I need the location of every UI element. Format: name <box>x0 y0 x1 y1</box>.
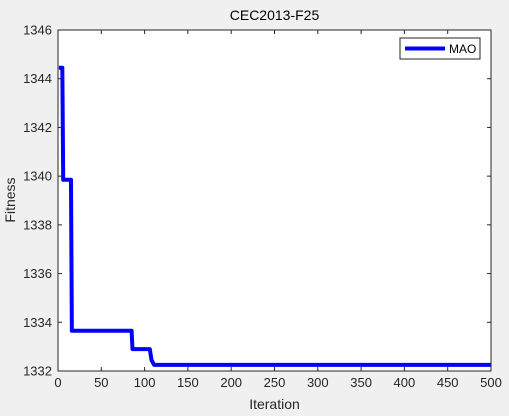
y-tick-label: 1334 <box>23 315 52 330</box>
x-axis-label: Iteration <box>249 396 300 412</box>
y-tick-label: 1336 <box>23 266 52 281</box>
legend-label-mao: MAO <box>449 42 476 56</box>
y-tick-label: 1340 <box>23 169 52 184</box>
x-tick-label: 350 <box>350 375 372 390</box>
y-tick-label: 1346 <box>23 23 52 38</box>
x-tick-label: 200 <box>220 375 242 390</box>
plot-area <box>58 65 491 367</box>
x-tick-label: 150 <box>177 375 199 390</box>
axes-box <box>57 29 492 372</box>
y-tick-label: 1342 <box>23 120 52 135</box>
y-tick-label: 1332 <box>23 364 52 379</box>
series-line-mao <box>58 65 491 367</box>
axis-ticks: 0 50 100 150 200 250 300 350 400 450 500 1332 1334 13… <box>23 23 502 391</box>
chart-title: CEC2013-F25 <box>230 7 320 23</box>
y-tick-label: 1338 <box>23 217 52 232</box>
x-tick-label: 250 <box>264 375 286 390</box>
x-tick-label: 300 <box>307 375 329 390</box>
x-tick-label: 500 <box>480 375 502 390</box>
x-tick-label: 50 <box>94 375 108 390</box>
y-axis-label: Fitness <box>2 177 18 222</box>
axes-background <box>58 30 491 371</box>
legend: MAO <box>399 37 481 60</box>
x-tick-label: 450 <box>437 375 459 390</box>
x-tick-label: 0 <box>54 375 61 390</box>
x-tick-label: 100 <box>134 375 156 390</box>
x-tick-label: 400 <box>394 375 416 390</box>
y-tick-label: 1344 <box>23 71 52 86</box>
